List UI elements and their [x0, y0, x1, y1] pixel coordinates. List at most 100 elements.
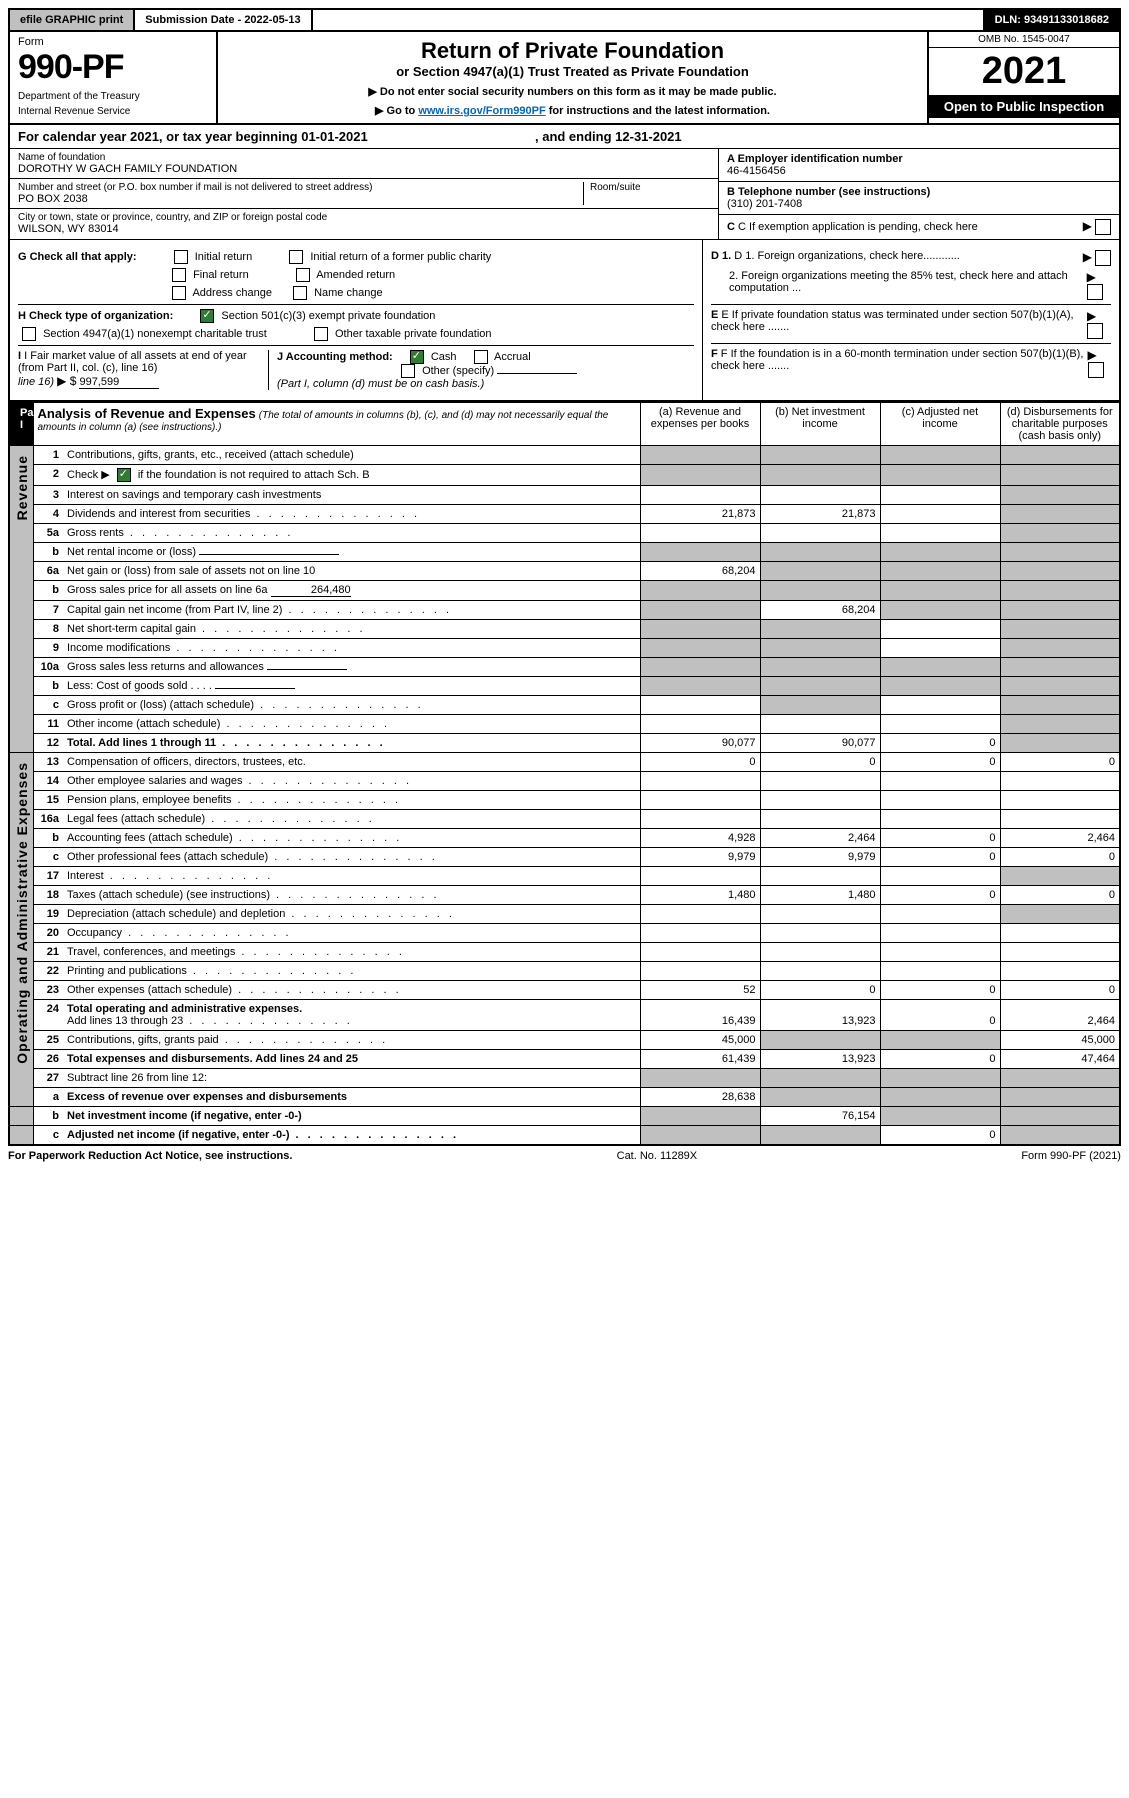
row-8: 8Net short-term capital gain	[9, 620, 1120, 639]
row-9: 9Income modifications	[9, 639, 1120, 658]
instr-2-suffix: for instructions and the latest informat…	[546, 105, 770, 117]
g-initial-former-checkbox[interactable]	[289, 250, 303, 264]
h-other: Other taxable private foundation	[335, 328, 492, 340]
address: PO BOX 2038	[18, 193, 88, 205]
omb-number: OMB No. 1545-0047	[929, 32, 1119, 48]
row-11: 11Other income (attach schedule)	[9, 715, 1120, 734]
d1-label: D 1. Foreign organizations, check here..…	[734, 250, 960, 262]
header-right: OMB No. 1545-0047 2021 Open to Public In…	[927, 32, 1119, 123]
part1-table: Part I Analysis of Revenue and Expenses …	[8, 402, 1121, 1146]
expenses-vlabel: Operating and Administrative Expenses	[9, 753, 33, 1107]
ein-cell: A Employer identification number 46-4156…	[719, 149, 1119, 182]
row-16a: 16aLegal fees (attach schedule)	[9, 810, 1120, 829]
part1-title: Analysis of Revenue and Expenses	[38, 406, 256, 421]
c-label: C If exemption application is pending, c…	[738, 221, 978, 233]
h-501c3-checkbox[interactable]	[200, 309, 214, 323]
row-13: Operating and Administrative Expenses 13…	[9, 753, 1120, 772]
row-2: 2 Check ▶ if the foundation is not requi…	[9, 465, 1120, 486]
e-row: E E If private foundation status was ter…	[711, 304, 1111, 339]
h-label: H Check type of organization:	[18, 310, 173, 322]
g-name-checkbox[interactable]	[293, 286, 307, 300]
g-final: Final return	[193, 269, 249, 281]
d1-checkbox[interactable]	[1095, 250, 1111, 266]
row-10b: bLess: Cost of goods sold . . . .	[9, 677, 1120, 696]
part1-label: Part I	[9, 403, 33, 446]
row-5a: 5aGross rents	[9, 524, 1120, 543]
phone-value: (310) 201-7408	[727, 198, 802, 210]
j-accrual-checkbox[interactable]	[474, 350, 488, 364]
g-initial-former: Initial return of a former public charit…	[310, 251, 491, 263]
row-25: 25Contributions, gifts, grants paid 45,0…	[9, 1031, 1120, 1050]
row-16c: cOther professional fees (attach schedul…	[9, 848, 1120, 867]
j-cash: Cash	[431, 351, 457, 363]
h-4947-checkbox[interactable]	[22, 327, 36, 341]
room-label: Room/suite	[590, 182, 641, 193]
j-cash-checkbox[interactable]	[410, 350, 424, 364]
ein-value: 46-4156456	[727, 165, 786, 177]
schb-checkbox[interactable]	[117, 468, 131, 482]
row-20: 20Occupancy	[9, 924, 1120, 943]
j-other-checkbox[interactable]	[401, 364, 415, 378]
i-label: I Fair market value of all assets at end…	[18, 350, 247, 374]
h-row: H Check type of organization: Section 50…	[18, 304, 694, 323]
part1-header-row: Part I Analysis of Revenue and Expenses …	[9, 403, 1120, 446]
col-b-head: (b) Net investment income	[760, 403, 880, 446]
g-initial: Initial return	[195, 251, 252, 263]
g-final-checkbox[interactable]	[172, 268, 186, 282]
addr-label: Number and street (or P.O. box number if…	[18, 182, 372, 193]
d2-checkbox[interactable]	[1087, 284, 1103, 300]
g-name: Name change	[314, 287, 383, 299]
instr-2: ▶ Go to www.irs.gov/Form990PF for instru…	[226, 104, 919, 117]
row-17: 17Interest	[9, 867, 1120, 886]
row-19: 19Depreciation (attach schedule) and dep…	[9, 905, 1120, 924]
dept-label: Department of the Treasury	[18, 91, 208, 102]
instr-link[interactable]: www.irs.gov/Form990PF	[418, 105, 545, 117]
checks-right: D 1. D 1. Foreign organizations, check h…	[702, 240, 1119, 400]
row-22: 22Printing and publications	[9, 962, 1120, 981]
footer-left: For Paperwork Reduction Act Notice, see …	[8, 1150, 292, 1162]
calendar-year-row: For calendar year 2021, or tax year begi…	[8, 125, 1121, 149]
c-checkbox[interactable]	[1095, 219, 1111, 235]
e-label: E If private foundation status was termi…	[711, 309, 1074, 333]
g-address: Address change	[192, 287, 272, 299]
entity-info-left: Name of foundation DOROTHY W GACH FAMILY…	[10, 149, 718, 239]
j-other: Other (specify)	[422, 365, 494, 377]
row-7: 7Capital gain net income (from Part IV, …	[9, 601, 1120, 620]
col-d-head: (d) Disbursements for charitable purpose…	[1000, 403, 1120, 446]
row-5b: bNet rental income or (loss)	[9, 543, 1120, 562]
foundation-name-cell: Name of foundation DOROTHY W GACH FAMILY…	[10, 149, 718, 179]
footer-right: Form 990-PF (2021)	[1021, 1150, 1121, 1162]
g-row: G Check all that apply: Initial return I…	[18, 250, 694, 264]
topbar-spacer	[313, 10, 985, 30]
d2-row: 2. Foreign organizations meeting the 85%…	[729, 270, 1111, 300]
g-amended: Amended return	[316, 269, 395, 281]
form-word: Form	[18, 36, 208, 48]
e-checkbox[interactable]	[1087, 323, 1103, 339]
g-address-checkbox[interactable]	[172, 286, 186, 300]
entity-info: Name of foundation DOROTHY W GACH FAMILY…	[8, 149, 1121, 240]
checks-left: G Check all that apply: Initial return I…	[10, 240, 702, 400]
row-3: 3Interest on savings and temporary cash …	[9, 486, 1120, 505]
row-18: 18Taxes (attach schedule) (see instructi…	[9, 886, 1120, 905]
row-27a: aExcess of revenue over expenses and dis…	[9, 1088, 1120, 1107]
g-label: G Check all that apply:	[18, 251, 137, 263]
col-a-head: (a) Revenue and expenses per books	[640, 403, 760, 446]
f-checkbox[interactable]	[1088, 362, 1104, 378]
h-row-2: Section 4947(a)(1) nonexempt charitable …	[18, 327, 694, 341]
phone-label: B Telephone number (see instructions)	[727, 186, 930, 198]
h-other-checkbox[interactable]	[314, 327, 328, 341]
footer-mid: Cat. No. 11289X	[617, 1150, 698, 1162]
row-23: 23Other expenses (attach schedule) 52000	[9, 981, 1120, 1000]
ij-row: I I Fair market value of all assets at e…	[18, 345, 694, 390]
address-row: Number and street (or P.O. box number if…	[10, 179, 718, 209]
g-amended-checkbox[interactable]	[296, 268, 310, 282]
d1-row: D 1. D 1. Foreign organizations, check h…	[711, 250, 1111, 266]
row-10c: cGross profit or (loss) (attach schedule…	[9, 696, 1120, 715]
row-1: Revenue 1 Contributions, gifts, grants, …	[9, 446, 1120, 465]
submission-date: Submission Date - 2022-05-13	[135, 10, 312, 30]
form-header: Form 990-PF Department of the Treasury I…	[8, 32, 1121, 125]
g-initial-checkbox[interactable]	[174, 250, 188, 264]
row-26: 26Total expenses and disbursements. Add …	[9, 1050, 1120, 1069]
row-27: 27Subtract line 26 from line 12:	[9, 1069, 1120, 1088]
i-prefix: ▶ $	[57, 374, 76, 388]
